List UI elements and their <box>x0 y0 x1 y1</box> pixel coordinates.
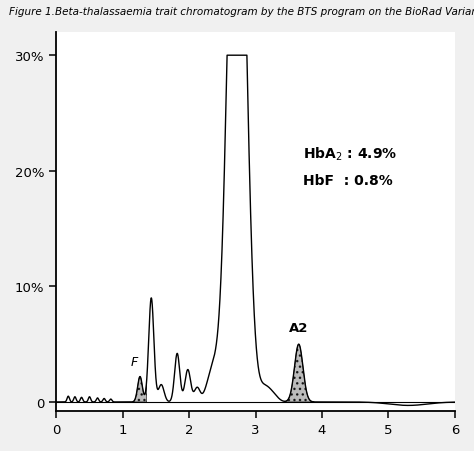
Text: HbF  : 0.8%: HbF : 0.8% <box>303 174 393 188</box>
Text: A2: A2 <box>289 322 309 335</box>
Text: HbA$_2$ : 4.9%: HbA$_2$ : 4.9% <box>303 145 398 163</box>
Text: F: F <box>131 355 138 368</box>
Text: Beta-thalassaemia trait chromatogram by the BTS program on the BioRad Variant: Beta-thalassaemia trait chromatogram by … <box>55 7 474 17</box>
Text: Figure 1.: Figure 1. <box>9 7 55 17</box>
